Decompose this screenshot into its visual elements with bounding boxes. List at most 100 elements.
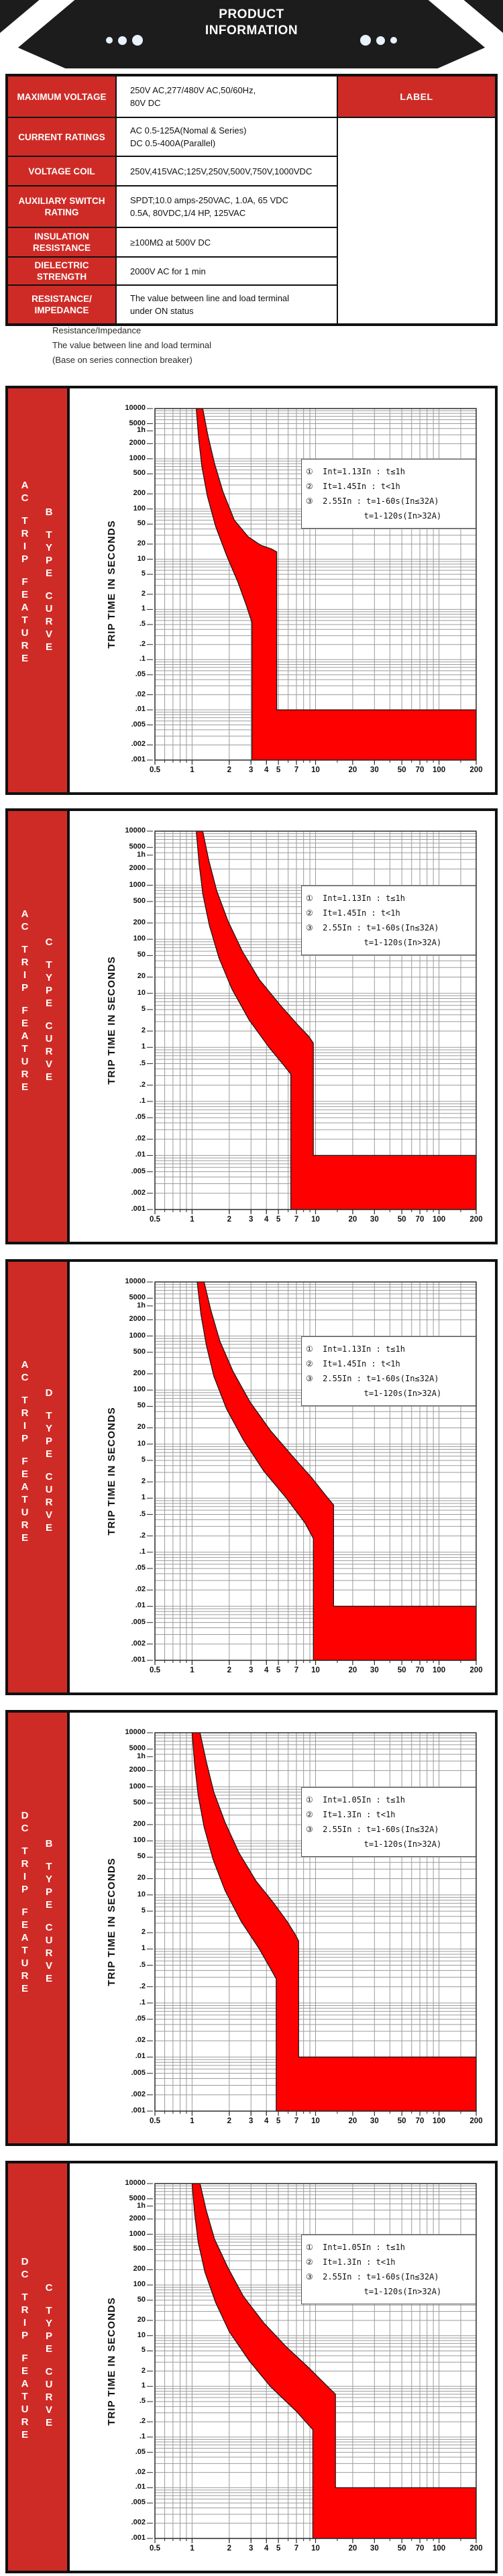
sidebar-letter: I bbox=[23, 1871, 27, 1882]
y-axis-label: .2 bbox=[139, 1982, 146, 1990]
y-axis-label: .05 bbox=[135, 1113, 146, 1122]
sidebar-letter: E bbox=[21, 1018, 28, 1029]
y-axis-label: 2 bbox=[141, 1928, 146, 1937]
x-axis-label: 50 bbox=[397, 2544, 406, 2553]
x-axis-label: 5 bbox=[276, 2544, 281, 2553]
sidebar-letter: E bbox=[21, 2429, 28, 2440]
y-axis-label: 2000 bbox=[129, 1315, 146, 1324]
y-axis-label: 2000 bbox=[129, 2214, 146, 2222]
x-axis-label: 100 bbox=[432, 1216, 446, 1224]
sidebar-letter: R bbox=[45, 616, 53, 627]
decor-dots-right bbox=[360, 35, 397, 46]
sidebar-letter: C bbox=[45, 936, 53, 948]
sidebar-letter: A bbox=[21, 1359, 29, 1371]
legend-line: ① Int=1.13In : t≤1h bbox=[305, 893, 405, 903]
y-axis-label: 20 bbox=[137, 972, 146, 981]
sidebar-letter: E bbox=[45, 568, 52, 579]
x-axis-label: 70 bbox=[415, 1216, 425, 1224]
sidebar-letter: T bbox=[21, 1494, 28, 1505]
spec-value-line: 80V DC bbox=[130, 98, 161, 108]
trip-curve-section-2: A C T R I P F E A T U R E C T Y P E C U R V E TRIP TIME IN SECO… bbox=[5, 808, 498, 1244]
y-axis-label: .05 bbox=[135, 669, 146, 678]
x-axis-label: 2 bbox=[227, 766, 232, 774]
legend-line: t=1-120s(In>32A) bbox=[305, 1839, 442, 1849]
sidebar-letter: R bbox=[21, 1069, 29, 1080]
label-cell: LABEL bbox=[337, 76, 496, 117]
x-axis-label: 4 bbox=[264, 2544, 269, 2553]
y-axis-label: 5 bbox=[141, 570, 146, 578]
page-title-line1: PRODUCT bbox=[219, 7, 284, 21]
y-axis-label: 1 bbox=[141, 2381, 146, 2390]
sidebar-letter: A bbox=[21, 1481, 29, 1493]
legend-line: ② It=1.45In : t<1h bbox=[305, 481, 400, 491]
dot-icon bbox=[118, 36, 127, 45]
sidebar-letter: R bbox=[21, 1407, 29, 1419]
trip-curve-plot bbox=[147, 2183, 477, 2543]
sidebar-letter: E bbox=[21, 653, 28, 664]
y-axis-label: 100 bbox=[133, 504, 146, 513]
sidebar-letter: P bbox=[21, 553, 28, 565]
x-axis-label: 200 bbox=[469, 766, 483, 774]
y-axis-label: 10 bbox=[137, 1890, 146, 1898]
y-axis-label: 1 bbox=[141, 604, 146, 613]
trip-curve-section-4: D C T R I P F E A T U R E B T Y P E C U R V E TRIP TIME IN SECO… bbox=[5, 1710, 498, 2146]
legend-line: t=1-120s(In>32A) bbox=[305, 2286, 442, 2296]
sidebar-letter: P bbox=[45, 555, 52, 566]
table-notes: Resistance/Impedance The value between li… bbox=[52, 323, 211, 368]
y-axis-label: 200 bbox=[133, 2265, 146, 2273]
spec-row-value: 2000V AC for 1 min bbox=[116, 257, 337, 285]
y-axis-label: 20 bbox=[137, 539, 146, 548]
sidebar-letter: C bbox=[21, 1823, 29, 1834]
y-axis-label: 20 bbox=[137, 1423, 146, 1432]
sidebar-word: C bbox=[39, 936, 59, 949]
y-axis-label: .005 bbox=[131, 1617, 146, 1626]
y-axis-label: .05 bbox=[135, 2447, 146, 2456]
y-axis-label: .01 bbox=[135, 1150, 146, 1159]
y-axis-label: .5 bbox=[139, 1509, 146, 1518]
spec-row-label: CURRENT RATINGS bbox=[7, 117, 116, 156]
y-axis-label: 10000 bbox=[125, 1728, 146, 1736]
sidebar-letter: R bbox=[45, 1947, 53, 1959]
sidebar-letter: I bbox=[23, 969, 27, 981]
y-axis-label: .2 bbox=[139, 639, 146, 648]
page-title: PRODUCT INFORMATION bbox=[0, 7, 503, 39]
x-axis-label: 50 bbox=[397, 2117, 406, 2125]
y-axis-label: 1000 bbox=[129, 2229, 146, 2238]
spec-row-value: AC 0.5-125A(Nomal & Series) DC 0.5-400A(P… bbox=[116, 117, 337, 156]
y-axis-label: 5 bbox=[141, 1004, 146, 1013]
y-axis-label: .1 bbox=[139, 1998, 146, 2006]
y-axis-label: .005 bbox=[131, 720, 146, 729]
y-axis-label: 2 bbox=[141, 1026, 146, 1035]
x-axis-label: 7 bbox=[294, 1666, 299, 1674]
y-axis-label: 500 bbox=[133, 1347, 146, 1356]
sidebar-letter: T bbox=[21, 1945, 28, 1956]
y-axis-label: 50 bbox=[137, 1852, 146, 1861]
sidebar-letter: T bbox=[46, 1861, 52, 1872]
sidebar-letter: E bbox=[21, 1983, 28, 1994]
sidebar-letter: U bbox=[45, 1484, 53, 1495]
y-axis-label: 5000 bbox=[129, 419, 146, 427]
spec-value-line: 250V AC,277/480V AC,50/60Hz, bbox=[130, 85, 256, 95]
sidebar-letter: Y bbox=[45, 2318, 52, 2329]
trip-curve-section-1: A C T R I P F E A T U R E B T Y P E C U R V E TRIP TIME IN SECO… bbox=[5, 386, 498, 795]
x-axis-label: 10 bbox=[311, 2117, 320, 2125]
spec-row-value: 250V,415VAC;125V,250V,500V,750V,1000VDC bbox=[116, 156, 337, 186]
x-axis-label: 5 bbox=[276, 766, 281, 774]
x-axis-label: 20 bbox=[348, 766, 357, 774]
spec-row-value: ≥100MΩ at 500V DC bbox=[116, 227, 337, 257]
sidebar-letter: U bbox=[21, 1957, 29, 1969]
y-axis-label: 100 bbox=[133, 934, 146, 943]
sidebar-letter: E bbox=[45, 998, 52, 1009]
sidebar-letter: F bbox=[21, 576, 28, 588]
sidebar-letter: Y bbox=[45, 972, 52, 983]
